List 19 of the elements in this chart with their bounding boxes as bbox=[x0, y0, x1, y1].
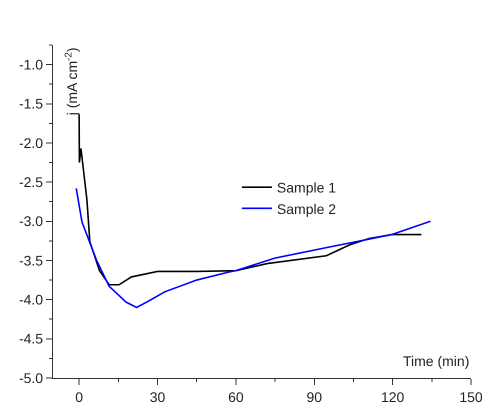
y-tick-label: -3.0 bbox=[18, 213, 44, 230]
y-tick-label: -4.5 bbox=[18, 330, 44, 347]
x-tick-label: 120 bbox=[380, 388, 405, 405]
x-axis-title: Time (min) bbox=[403, 353, 470, 369]
x-tick-label: 30 bbox=[150, 388, 166, 405]
y-tick-label: -1.5 bbox=[18, 96, 44, 112]
y-tick-label: -5.0 bbox=[18, 370, 44, 386]
legend-label: Sample 2 bbox=[276, 200, 336, 217]
y-tick-label: -1.0 bbox=[18, 56, 44, 72]
y-tick-label: -2.0 bbox=[18, 134, 44, 151]
y-tick-label: -3.5 bbox=[18, 252, 44, 268]
x-tick-label: 90 bbox=[306, 388, 322, 405]
x-tick-label: 150 bbox=[459, 388, 483, 405]
legend-label: Sample 1 bbox=[276, 180, 336, 196]
y-tick-label: -4.0 bbox=[18, 292, 44, 308]
y-tick-label: -2.5 bbox=[18, 174, 44, 190]
x-tick-label: 0 bbox=[75, 388, 84, 405]
line-series bbox=[78, 114, 422, 286]
x-tick-label: 60 bbox=[228, 388, 244, 405]
